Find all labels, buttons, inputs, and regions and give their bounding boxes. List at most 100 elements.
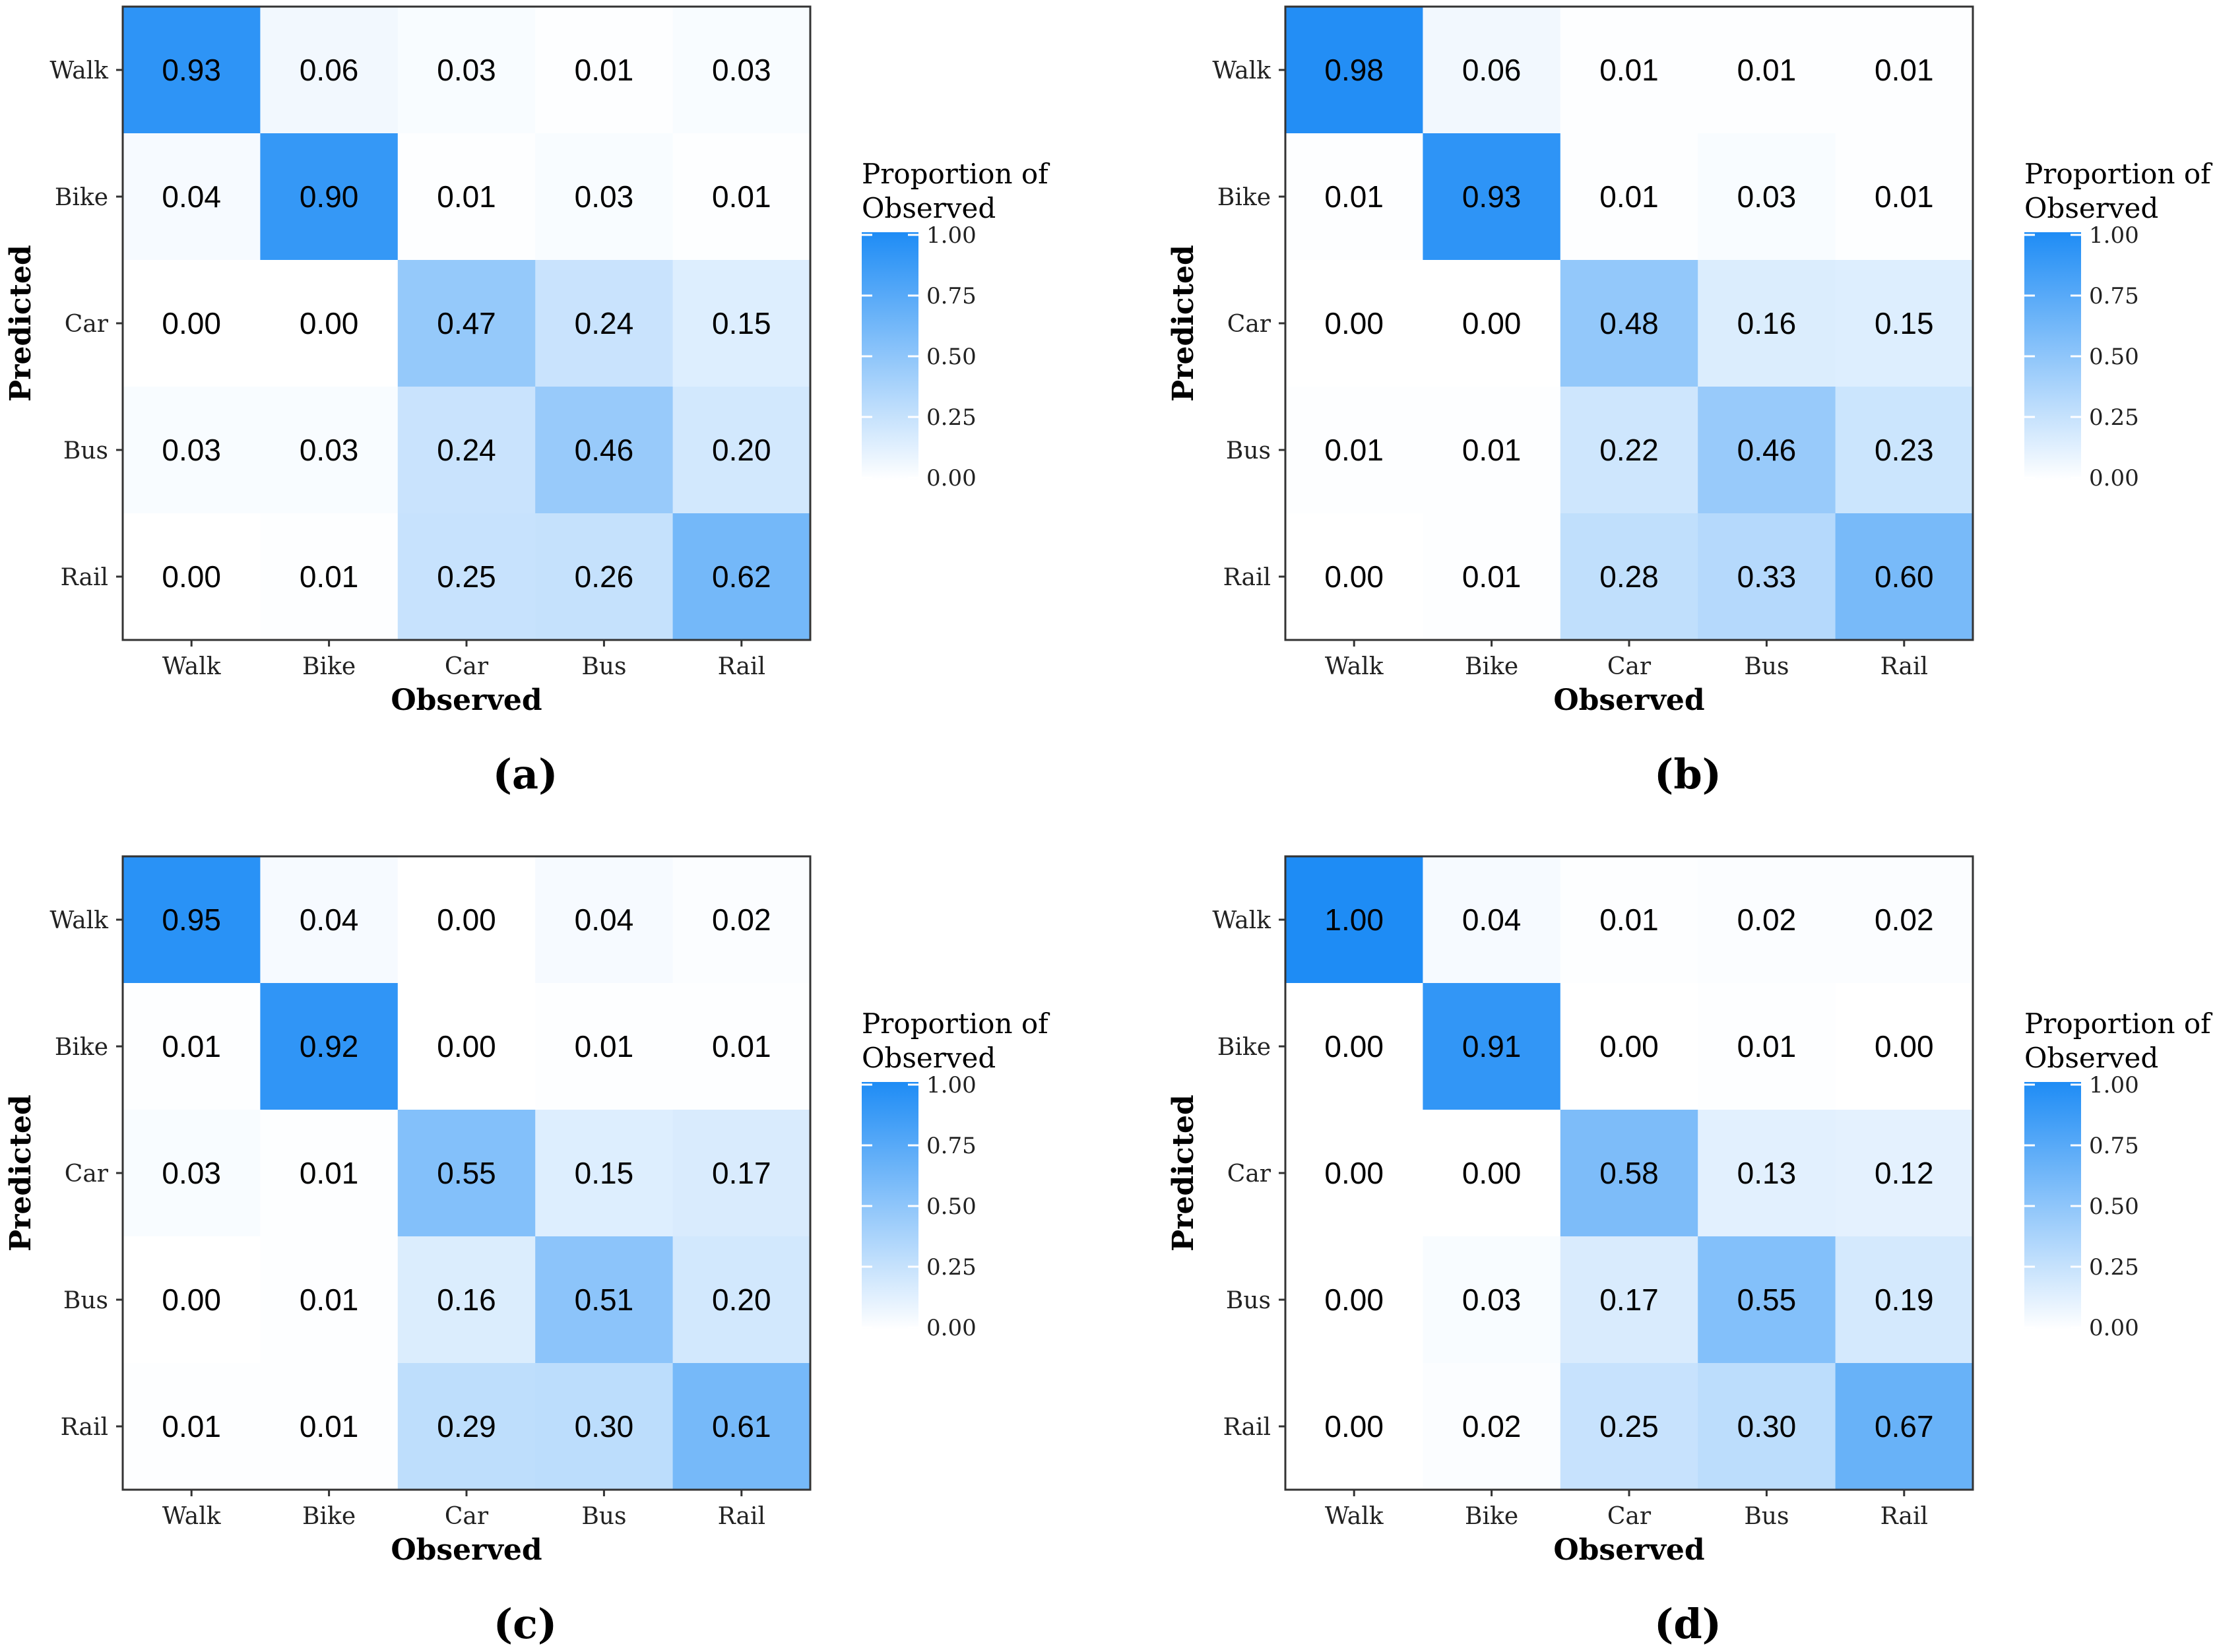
heatmap-cell: [397, 1236, 536, 1364]
cell-value-label: 0.17: [712, 1156, 771, 1190]
legend-title-line: Observed: [862, 1042, 996, 1074]
heatmap-cell: [260, 133, 399, 261]
legend-tick-label: 0.50: [2089, 1193, 2139, 1220]
heatmap-cell: [397, 1363, 536, 1490]
heatmap-cell: [1835, 983, 1974, 1110]
legend-tick-label: 0.00: [2089, 1315, 2139, 1341]
cell-value-label: 0.03: [437, 53, 496, 87]
legend-tick-label: 0.75: [2089, 1133, 2139, 1159]
heatmap-cell: [1285, 983, 1423, 1110]
cell-value-label: 0.62: [712, 559, 771, 594]
heatmap-cell: [397, 387, 536, 514]
legend-tick-label: 0.00: [926, 1315, 977, 1341]
legend-tick-label: 0.25: [926, 1254, 977, 1281]
y-tick-label: Walk: [1212, 57, 1271, 84]
cell-value-label: 0.00: [300, 306, 359, 340]
cell-value-label: 0.01: [712, 179, 771, 214]
legend-tick-label: 0.50: [926, 344, 977, 370]
y-tick-label: Rail: [61, 564, 108, 591]
cell-value-label: 0.24: [437, 433, 496, 467]
cell-value-label: 0.03: [1737, 179, 1797, 214]
cell-value-label: 0.00: [1324, 559, 1384, 594]
heatmap-cell: [672, 133, 811, 261]
cell-value-label: 0.01: [1324, 179, 1384, 214]
x-tick-label: Bike: [302, 1503, 356, 1530]
cell-value-label: 0.01: [1875, 53, 1934, 87]
heatmap-cell: [1698, 1363, 1836, 1490]
heatmap-panel: 0.95 0.04 0.00 0.04 0.02 0.01 0.92 0.00 0.01 0.01…: [4, 855, 1050, 1648]
heatmap-cell: [1835, 1236, 1974, 1364]
legend-title-line: Proportion of: [862, 1007, 1050, 1040]
heatmap-cell: [1560, 1236, 1698, 1364]
heatmap-cell: [397, 1110, 536, 1237]
cell-value-label: 0.01: [300, 1156, 359, 1190]
cell-value-label: 0.03: [300, 433, 359, 467]
subfigure-label: (c): [494, 1600, 557, 1648]
legend-tick-label: 1.00: [926, 222, 977, 249]
cell-value-label: 0.02: [1462, 1409, 1522, 1444]
y-tick-label: Car: [1227, 311, 1271, 338]
cell-value-label: 0.20: [712, 433, 771, 467]
x-tick-label: Walk: [1325, 653, 1384, 680]
cell-value-label: 0.03: [575, 179, 634, 214]
subfigure-label: (a): [493, 750, 558, 798]
legend-tick-label: 0.25: [2089, 404, 2139, 431]
x-tick-label: Walk: [1325, 1503, 1384, 1530]
heatmap-cell: [397, 133, 536, 261]
cell-value-label: 0.25: [1599, 1409, 1659, 1444]
heatmap-cell: [672, 1236, 811, 1364]
heatmap-cell: [1285, 1363, 1423, 1490]
heatmap-cell: [1285, 513, 1423, 641]
x-tick-label: Car: [445, 1503, 489, 1530]
legend-title-line: Observed: [862, 192, 996, 224]
legend-title-line: Proportion of: [862, 158, 1050, 190]
cell-value-label: 0.04: [575, 903, 634, 937]
heatmap-cell: [1285, 133, 1423, 261]
heatmap-cell: [1285, 387, 1423, 514]
heatmap-cell: [535, 387, 674, 514]
heatmap-cell: [260, 856, 399, 984]
cell-value-label: 0.03: [162, 433, 221, 467]
heatmap-cell: [1698, 856, 1836, 984]
heatmap-cell: [1835, 513, 1974, 641]
heatmap-cell: [397, 983, 536, 1110]
heatmap-cell: [123, 513, 261, 641]
cell-value-label: 0.51: [575, 1283, 634, 1317]
heatmap-cell: [1835, 7, 1974, 134]
heatmap-cell: [535, 856, 674, 984]
x-tick-label: Walk: [162, 653, 222, 680]
cell-value-label: 0.06: [1462, 53, 1522, 87]
x-tick-label: Rail: [718, 1503, 765, 1530]
heatmap-cell: [1285, 7, 1423, 134]
heatmap-cell: [123, 1363, 261, 1490]
cell-value-label: 0.00: [1875, 1029, 1934, 1064]
cell-value-label: 0.04: [1462, 903, 1522, 937]
legend-tick-label: 1.00: [2089, 1072, 2139, 1098]
y-tick-label: Car: [65, 311, 109, 338]
cell-value-label: 0.01: [575, 1029, 634, 1064]
cell-value-label: 0.00: [162, 306, 221, 340]
y-tick-label: Walk: [1212, 907, 1271, 934]
heatmap-cell: [260, 983, 399, 1110]
heatmap-cell: [1423, 260, 1561, 387]
heatmap-cell: [672, 856, 811, 984]
cell-value-label: 0.16: [1737, 306, 1797, 340]
cell-value-label: 0.26: [575, 559, 634, 594]
heatmap-cell: [260, 7, 399, 134]
cell-value-label: 0.04: [300, 903, 359, 937]
heatmap-cell: [1835, 1110, 1974, 1237]
heatmap-cell: [123, 1110, 261, 1237]
legend-title-line: Proportion of: [2024, 158, 2213, 190]
cell-value-label: 0.01: [1324, 433, 1384, 467]
heatmap-cell: [1698, 1236, 1836, 1364]
cell-value-label: 0.48: [1599, 306, 1659, 340]
cell-value-label: 0.93: [1462, 179, 1522, 214]
heatmap-cell: [1560, 133, 1698, 261]
y-axis-title: Predicted: [1167, 245, 1200, 402]
y-tick-label: Bike: [55, 184, 108, 211]
cell-value-label: 0.01: [1462, 433, 1522, 467]
heatmap-cell: [535, 260, 674, 387]
cell-value-label: 0.24: [575, 306, 634, 340]
legend-title-line: Observed: [2024, 1042, 2158, 1074]
